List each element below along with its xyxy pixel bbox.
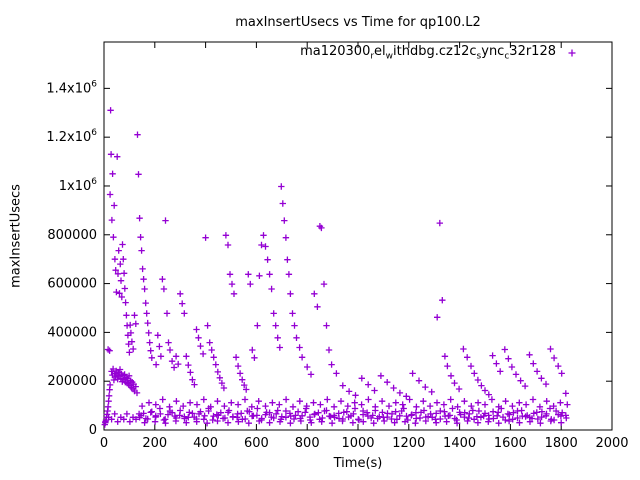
x-axis-label: Time(s) — [333, 456, 383, 471]
y-axis-ticks — [104, 87, 612, 431]
y-tick-label: 200000 — [47, 374, 97, 389]
x-tick-label: 1800 — [545, 436, 578, 451]
y-tick-label: 600000 — [47, 277, 97, 292]
y-tick-label: 400000 — [47, 325, 97, 340]
x-tick-label: 400 — [193, 436, 218, 451]
x-tick-label: 2000 — [595, 436, 628, 451]
y-tick-labels: 0 200000 400000 600000 800000 1x106 1.2x106 1.4… — [46, 79, 97, 438]
x-tick-label: 200 — [142, 436, 167, 451]
y-tick-label: 1.2x106 — [46, 128, 97, 145]
x-tick-label: 1200 — [392, 436, 425, 451]
legend-entry-label: ma120300relwithdbg.cz12csyncc32r128 — [300, 44, 556, 62]
y-tick-label: 1.4x106 — [46, 79, 97, 96]
x-tick-label: 1000 — [341, 436, 374, 451]
x-tick-label: 1600 — [494, 436, 527, 451]
y-axis-label: maxInsertUsecs — [8, 184, 24, 288]
x-tick-label: 600 — [244, 436, 269, 451]
x-tick-label: 0 — [100, 436, 108, 451]
x-tick-label: 800 — [295, 436, 320, 451]
y-tick-label: 0 — [89, 423, 97, 438]
y-tick-label: 1x106 — [59, 177, 98, 194]
data-points — [101, 107, 571, 428]
x-axis-ticks — [103, 42, 613, 430]
legend-marker — [568, 49, 576, 57]
y-tick-label: 800000 — [47, 228, 97, 243]
x-tick-labels: 0 200 400 600 800 1000 1200 1400 1600 1800 2000 — [100, 436, 629, 451]
chart-title: maxInsertUsecs vs Time for qp100.L2 — [235, 15, 481, 30]
x-tick-label: 1400 — [443, 436, 476, 451]
